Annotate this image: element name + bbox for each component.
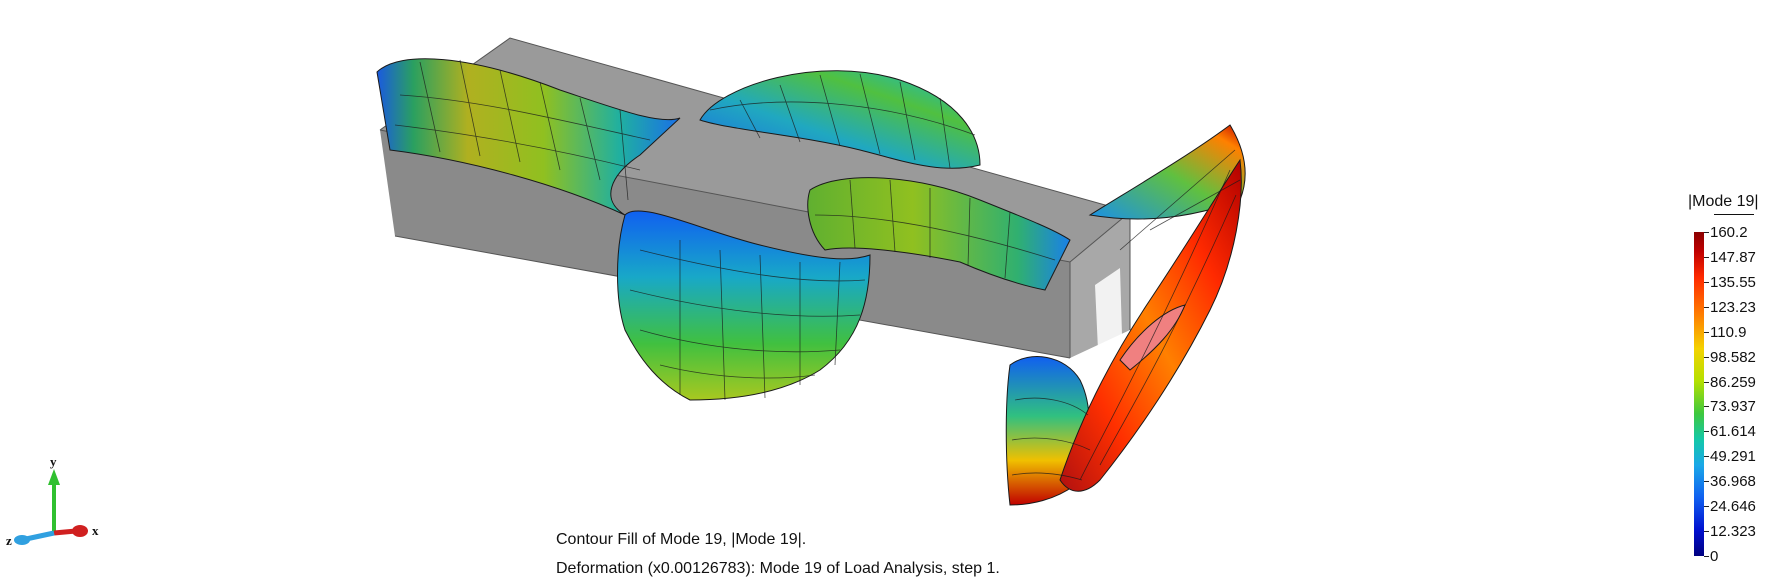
- legend-tick: [1704, 556, 1709, 557]
- legend-tick: [1704, 456, 1709, 458]
- legend-tick: [1704, 406, 1709, 408]
- legend-tick: [1704, 481, 1709, 483]
- legend-value: 0: [1710, 548, 1719, 565]
- legend-title: |Mode 19|: [1688, 193, 1759, 210]
- legend-tick: [1704, 306, 1709, 308]
- mode-lobe-belly: [617, 210, 871, 401]
- legend-title-underline: [1714, 214, 1754, 215]
- z-axis-arrow-icon: [14, 535, 30, 545]
- legend-value: 123.23: [1710, 298, 1756, 316]
- legend-tick: [1704, 356, 1709, 358]
- legend-value: 36.968: [1710, 473, 1756, 491]
- legend-value: 135.55: [1710, 273, 1756, 291]
- mode-shape-mesh: [376, 58, 1246, 506]
- legend-value: 110.9: [1710, 323, 1747, 341]
- x-axis-label: x: [92, 523, 99, 538]
- legend-value: 24.646: [1710, 498, 1756, 516]
- legend-tick: [1704, 381, 1709, 383]
- mode-lobe-top-arch: [699, 70, 981, 169]
- axis-triad: y x z: [6, 455, 99, 548]
- legend-tick: [1704, 331, 1709, 333]
- legend-value: 86.259: [1710, 373, 1756, 391]
- deformation-caption: Deformation (x0.00126783): Mode 19 of Lo…: [556, 560, 1000, 577]
- legend-tick: [1704, 431, 1709, 433]
- z-axis-label: z: [6, 533, 12, 548]
- legend-color-bar: [1694, 232, 1704, 556]
- legend-value: 147.87: [1710, 248, 1756, 266]
- y-axis-label: y: [50, 455, 57, 469]
- legend-tick: [1704, 232, 1709, 233]
- contour-caption: Contour Fill of Mode 19, |Mode 19|.: [556, 531, 807, 548]
- legend-value: 49.291: [1710, 448, 1756, 466]
- legend-tick: [1704, 281, 1709, 283]
- mode-lobe-middle-tube: [807, 177, 1071, 291]
- legend-value: 160.2: [1710, 224, 1748, 241]
- legend-value: 98.582: [1710, 348, 1756, 366]
- legend-value: 12.323: [1710, 523, 1756, 541]
- x-axis-arrow-icon: [72, 525, 88, 537]
- legend-value: 73.937: [1710, 398, 1756, 416]
- legend-value: 61.614: [1710, 423, 1756, 441]
- legend-tick: [1704, 531, 1709, 533]
- legend-tick: [1704, 256, 1709, 258]
- y-axis-arrow-icon: [48, 469, 60, 485]
- legend-tick: [1704, 506, 1709, 508]
- mode-lobe-upper-fan: [1088, 124, 1246, 220]
- mode-lobe-top-left: [376, 58, 681, 216]
